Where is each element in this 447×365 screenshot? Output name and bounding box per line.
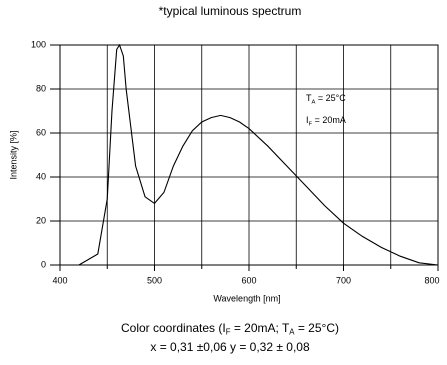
y-tick-label: 20 xyxy=(36,215,46,225)
y-tick-label: 100 xyxy=(31,39,46,49)
footer-text-part: Color coordinates (I xyxy=(121,321,226,335)
y-axis-label: Intensity [%] xyxy=(8,130,18,179)
annotation: IF = 20mA xyxy=(306,115,346,127)
spectrum-line xyxy=(78,43,439,266)
annotation-part: T xyxy=(306,93,312,103)
footer-text-part: = 25°C) xyxy=(295,321,339,335)
y-tick-label: 60 xyxy=(36,127,46,137)
footer-text-part: F xyxy=(226,328,231,337)
annotation-part: I xyxy=(306,115,309,125)
x-tick-label: 600 xyxy=(241,275,256,285)
x-tick-label: 800 xyxy=(424,275,439,285)
footer-text: Color coordinates (IF = 20mA; TA = 25°C) xyxy=(121,321,339,336)
annotation-part: F xyxy=(309,121,313,127)
y-tick-label: 40 xyxy=(36,171,46,181)
x-tick-label: 500 xyxy=(147,275,162,285)
x-tick-label: 400 xyxy=(52,275,67,285)
annotation-part: = 25°C xyxy=(315,93,346,103)
annotation-part: A xyxy=(312,99,316,105)
footer-text: x = 0,31 ±0,06 y = 0,32 ± 0,08 xyxy=(150,340,310,354)
annotation-part: = 20mA xyxy=(312,115,346,125)
footer-text-part: = 20mA; T xyxy=(230,321,289,335)
footer-text-part: x = 0,31 ±0,06 y = 0,32 ± 0,08 xyxy=(150,340,310,354)
chart-title: *typical luminous spectrum xyxy=(159,4,302,18)
x-tick-label: 700 xyxy=(336,275,351,285)
x-axis-label: Wavelength [nm] xyxy=(213,293,280,303)
annotation: TA = 25°C xyxy=(306,93,346,105)
y-tick-label: 0 xyxy=(41,259,46,269)
footer-text-part: A xyxy=(289,328,295,337)
y-tick-label: 80 xyxy=(36,83,46,93)
